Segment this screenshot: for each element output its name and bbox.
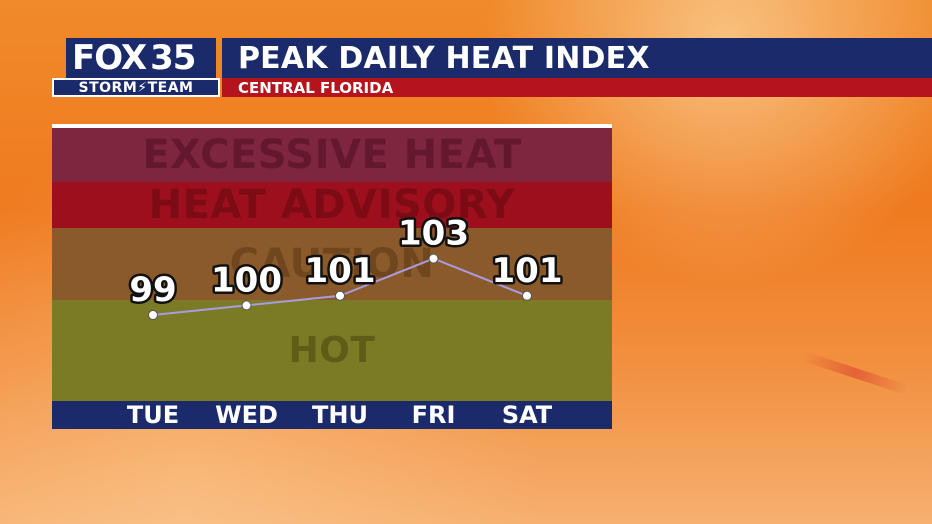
chart-top-rule [52, 124, 612, 128]
data-point-fri [428, 253, 439, 264]
data-point-sat [522, 290, 532, 301]
logo-number-text: 35 [150, 38, 196, 78]
band-caution: CAUTION [52, 228, 612, 300]
data-point-thu [335, 290, 345, 301]
data-label-thu: 101 [305, 251, 376, 291]
band-label-excessive-heat: EXCESSIVE HEAT [142, 132, 522, 178]
page-subtitle: CENTRAL FLORIDA [238, 78, 394, 97]
sun-flare-streak [801, 351, 909, 395]
band-label-hot: HOT [288, 330, 376, 371]
day-label-wed: WED [215, 401, 278, 429]
storm-team-text: STORM⚡TEAM [78, 79, 194, 96]
band-hot: HOT [52, 300, 612, 401]
subtitle-bar: CENTRAL FLORIDA [222, 78, 932, 97]
band-label-heat-advisory: HEAT ADVISORY [148, 182, 516, 228]
day-label-sat: SAT [501, 401, 553, 429]
day-label-fri: FRI [411, 401, 456, 429]
plot-layer: 99 100 101 103 101 [127, 211, 565, 320]
band-label-caution: CAUTION [229, 241, 435, 287]
title-bar: PEAK DAILY HEAT INDEX [222, 38, 932, 78]
band-heat-advisory: HEAT ADVISORY [52, 182, 612, 228]
data-point-wed [241, 300, 252, 311]
heat-index-chart: EXCESSIVE HEAT HEAT ADVISORY CAUTION HOT… [52, 124, 612, 429]
station-logo: FOX 35 [66, 38, 216, 78]
day-label-tue: TUE [126, 401, 180, 429]
band-excessive-heat: EXCESSIVE HEAT [52, 128, 612, 182]
storm-team-badge: STORM⚡TEAM [52, 78, 220, 97]
page-title: PEAK DAILY HEAT INDEX [238, 40, 650, 76]
day-label-thu: THU [312, 401, 368, 429]
data-label-tue: 99 [129, 270, 176, 310]
data-point-tue [148, 310, 158, 320]
logo-fox-text: FOX [72, 38, 147, 78]
data-label-sat: 101 [492, 251, 563, 291]
data-label-fri: 103 [398, 214, 469, 254]
data-label-wed: 100 [211, 260, 282, 300]
day-axis: TUE WED THU FRI SAT [52, 401, 612, 429]
